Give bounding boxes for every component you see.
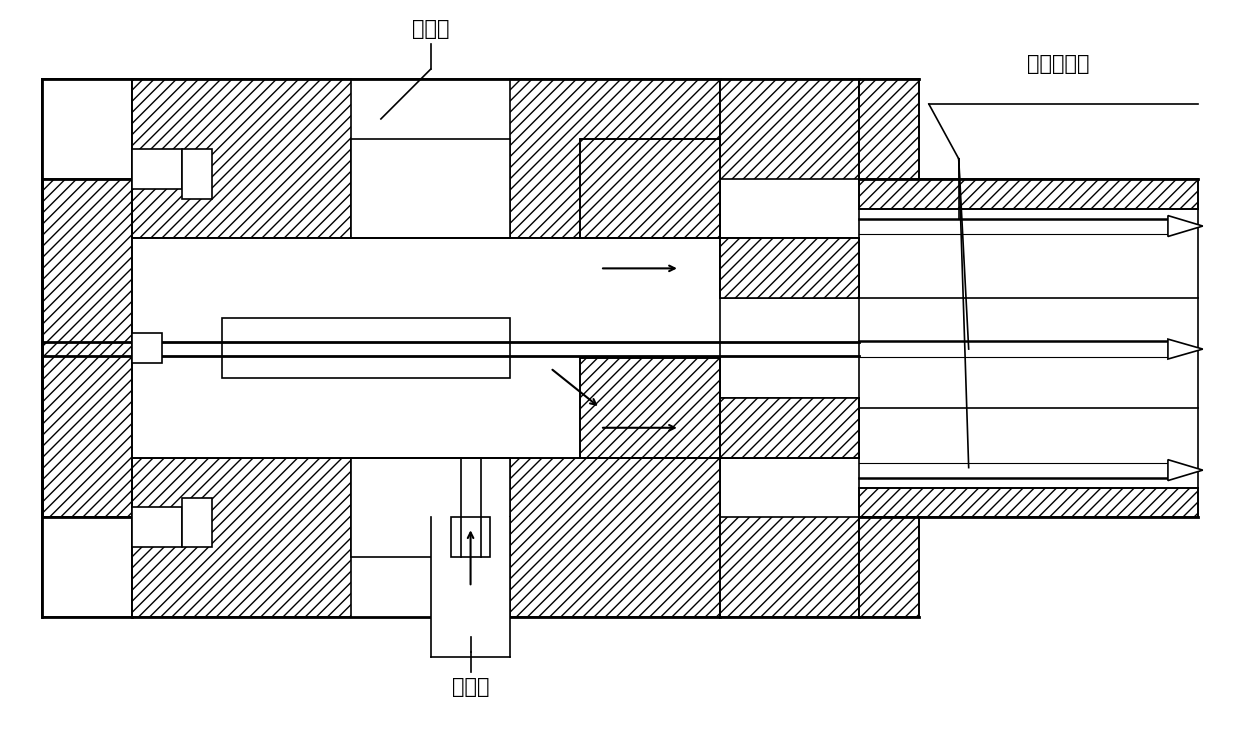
Bar (580, 358, 719, 458)
Bar (859, 488, 1198, 517)
Text: 多针型阳极: 多针型阳极 (1027, 54, 1090, 74)
Bar (131, 238, 719, 458)
Bar (719, 398, 859, 458)
Bar (42, 79, 131, 179)
Bar (351, 139, 511, 238)
Bar (222, 318, 511, 378)
Bar (859, 79, 919, 179)
Bar (131, 458, 719, 617)
Text: 进气孔: 进气孔 (451, 677, 490, 697)
Bar (181, 149, 212, 199)
Bar (450, 517, 491, 557)
Polygon shape (1168, 215, 1203, 236)
Bar (719, 517, 859, 617)
Polygon shape (1168, 460, 1203, 480)
Bar (719, 238, 859, 298)
Bar (430, 517, 511, 657)
Bar (131, 79, 719, 238)
Bar (131, 79, 719, 238)
Bar (859, 517, 919, 617)
Polygon shape (1168, 339, 1203, 359)
Bar (131, 79, 351, 238)
Bar (719, 238, 859, 298)
Text: 阳极体: 阳极体 (412, 19, 449, 39)
Bar (511, 458, 719, 617)
Bar (131, 458, 351, 617)
Bar (131, 458, 719, 617)
Bar (131, 508, 181, 548)
Bar (181, 497, 212, 548)
Bar (580, 139, 719, 238)
Bar (580, 358, 719, 458)
Bar (859, 179, 1198, 209)
Bar (131, 149, 181, 189)
Bar (42, 517, 131, 617)
Bar (511, 79, 719, 238)
Bar (580, 139, 719, 238)
Bar (131, 333, 161, 363)
Bar (719, 79, 859, 179)
Bar (42, 79, 131, 179)
Bar (719, 398, 859, 458)
Bar (351, 458, 511, 557)
Bar (42, 517, 131, 617)
Bar (42, 179, 131, 517)
